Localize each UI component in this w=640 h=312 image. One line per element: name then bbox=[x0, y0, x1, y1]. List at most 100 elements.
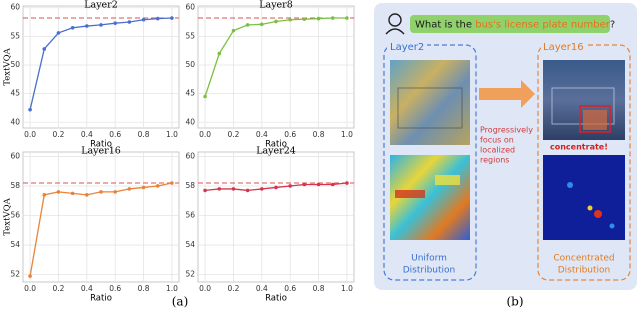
plot-area bbox=[197, 151, 355, 283]
attention-overlay bbox=[390, 60, 470, 145]
point bbox=[245, 188, 250, 193]
point bbox=[330, 182, 335, 187]
heatmap-spot bbox=[594, 210, 602, 218]
point bbox=[345, 181, 349, 185]
point bbox=[316, 16, 321, 21]
question: What is the bus's license plate number? bbox=[415, 20, 615, 31]
heatmap-spot bbox=[567, 182, 573, 188]
question-box bbox=[410, 15, 610, 33]
x-tick-label: 0.8 bbox=[138, 130, 150, 139]
point bbox=[42, 193, 47, 197]
layer-label: Layer2 bbox=[390, 42, 424, 53]
point bbox=[170, 181, 174, 185]
x-tick-label: 1.0 bbox=[166, 130, 178, 139]
point bbox=[56, 31, 61, 35]
heatmap-spot bbox=[609, 223, 615, 229]
x-tick-label: 0.2 bbox=[227, 284, 239, 293]
y-tick-label: 50 bbox=[10, 60, 20, 69]
y-tick-label: 54 bbox=[185, 240, 195, 249]
x-axis-label: Ratio bbox=[90, 140, 112, 150]
x-tick-label: 0.8 bbox=[313, 130, 325, 139]
point bbox=[260, 187, 264, 191]
y-tick-label: 40 bbox=[185, 117, 195, 126]
point bbox=[99, 190, 103, 194]
point bbox=[113, 21, 117, 25]
x-tick-label: 0.0 bbox=[199, 284, 211, 293]
x-tick-label: 0.2 bbox=[52, 130, 64, 139]
label-background bbox=[541, 40, 585, 52]
x-tick-label: 1.0 bbox=[341, 284, 353, 293]
y-tick-label: 58 bbox=[10, 181, 20, 190]
focus-region bbox=[583, 110, 607, 130]
point bbox=[203, 188, 207, 193]
y-tick-label: 52 bbox=[185, 270, 195, 279]
point bbox=[42, 47, 47, 51]
distribution-label: Distribution bbox=[558, 266, 611, 276]
chart-title: Layer24 bbox=[256, 146, 296, 157]
focus-box bbox=[579, 105, 611, 133]
y-tick-label: 45 bbox=[185, 89, 195, 98]
point bbox=[85, 24, 89, 28]
point bbox=[155, 16, 160, 21]
plot-area bbox=[22, 151, 180, 283]
y-tick-label: 60 bbox=[10, 151, 20, 160]
x-tick-label: 0.6 bbox=[284, 284, 296, 293]
y-tick-label: 52 bbox=[10, 270, 20, 279]
distribution-label: Uniform bbox=[411, 254, 447, 264]
point bbox=[231, 187, 236, 191]
point bbox=[260, 22, 264, 27]
point bbox=[302, 182, 307, 187]
y-tick-label: 54 bbox=[10, 240, 20, 249]
bus-outline bbox=[397, 87, 463, 129]
point bbox=[155, 184, 160, 188]
point bbox=[274, 19, 278, 24]
chart-title: Layer16 bbox=[81, 146, 121, 157]
y-tick-label: 58 bbox=[185, 181, 195, 190]
heatmap-spot bbox=[587, 205, 593, 211]
chart-title: Layer2 bbox=[84, 0, 118, 11]
question-text: What is the bbox=[415, 20, 475, 31]
arrow-text: localized bbox=[480, 146, 515, 155]
y-tick-label: 56 bbox=[185, 211, 195, 220]
x-tick-label: 0.4 bbox=[81, 130, 93, 139]
y-tick-label: 50 bbox=[185, 60, 195, 69]
question-highlight: bus's license plate number bbox=[475, 20, 611, 31]
point bbox=[330, 16, 335, 20]
point bbox=[345, 16, 349, 20]
heatmap-spot bbox=[435, 175, 460, 185]
x-axis-label: Ratio bbox=[265, 140, 287, 150]
x-tick-label: 0.8 bbox=[313, 284, 325, 293]
point bbox=[70, 191, 75, 196]
x-tick-label: 0.4 bbox=[256, 130, 268, 139]
x-tick-label: 0.4 bbox=[256, 284, 268, 293]
distribution-label: Concentrated bbox=[553, 254, 614, 264]
point bbox=[316, 182, 321, 187]
x-axis-label: Ratio bbox=[90, 294, 112, 304]
point bbox=[245, 23, 250, 27]
layer-label: Layer16 bbox=[543, 42, 584, 53]
arrow-text: focus on bbox=[480, 136, 514, 145]
heatmap-spot bbox=[395, 190, 425, 198]
point bbox=[170, 16, 174, 20]
point bbox=[231, 28, 236, 33]
point bbox=[274, 185, 278, 190]
point bbox=[85, 193, 89, 197]
point bbox=[56, 190, 61, 194]
point bbox=[141, 17, 146, 22]
x-tick-label: 0.6 bbox=[284, 130, 296, 139]
point bbox=[288, 17, 292, 22]
x-tick-label: 0.2 bbox=[227, 130, 239, 139]
user-icon bbox=[385, 13, 405, 35]
caption: (a) bbox=[172, 295, 189, 309]
y-tick-label: 60 bbox=[185, 3, 195, 12]
point bbox=[141, 185, 146, 190]
y-tick-label: 55 bbox=[185, 31, 195, 40]
left-box bbox=[383, 44, 477, 281]
y-tick-label: 60 bbox=[10, 3, 20, 12]
x-tick-label: 0.0 bbox=[199, 130, 211, 139]
x-tick-label: 0.6 bbox=[109, 284, 121, 293]
arrow-text: Progressively bbox=[480, 126, 533, 135]
arrow-text: regions bbox=[480, 156, 509, 165]
y-tick-label: 55 bbox=[10, 31, 20, 40]
